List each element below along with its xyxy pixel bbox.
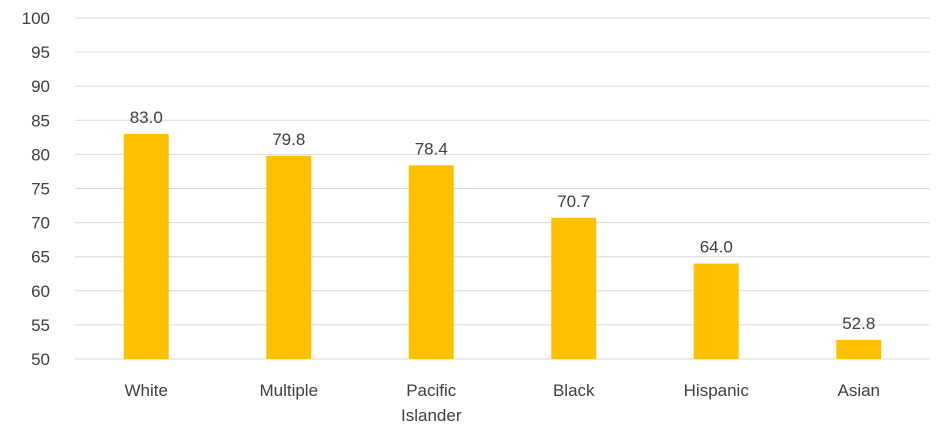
data-label: 52.8 [842, 314, 875, 333]
category-label: Hispanic [684, 381, 750, 400]
category-label: White [125, 381, 168, 400]
y-tick-label: 70 [31, 214, 50, 233]
y-tick-label: 55 [31, 316, 50, 335]
bar [408, 165, 454, 359]
y-tick-label: 65 [31, 248, 50, 267]
category-label: Pacific [406, 381, 457, 400]
bar [836, 339, 882, 359]
bar [123, 133, 169, 359]
y-tick-label: 95 [31, 43, 50, 62]
bar [266, 155, 312, 359]
y-tick-label: 60 [31, 282, 50, 301]
data-labels: 83.0 79.8 78.4 70.7 64.0 52.8 [130, 108, 876, 333]
y-tick-label: 50 [31, 350, 50, 369]
category-label: Black [553, 381, 595, 400]
bar [693, 263, 739, 359]
data-label: 78.4 [415, 139, 448, 158]
bar [551, 217, 597, 359]
category-label: Asian [837, 381, 880, 400]
data-label: 83.0 [130, 108, 163, 127]
y-tick-label: 100 [22, 9, 50, 28]
x-axis-category-labels: White Multiple Pacific Islander Black Hispani… [125, 381, 881, 425]
category-label: Islander [401, 406, 462, 425]
data-label: 79.8 [272, 130, 305, 149]
y-tick-label: 80 [31, 145, 50, 164]
bars [123, 133, 882, 359]
y-tick-label: 90 [31, 77, 50, 96]
data-label: 70.7 [557, 192, 590, 211]
gridlines [75, 17, 930, 360]
y-tick-label: 75 [31, 180, 50, 199]
data-label: 64.0 [700, 238, 733, 257]
y-axis-tick-labels: 50 55 60 65 70 75 80 85 90 95 100 [22, 9, 50, 369]
y-tick-label: 85 [31, 111, 50, 130]
category-label: Multiple [259, 381, 318, 400]
